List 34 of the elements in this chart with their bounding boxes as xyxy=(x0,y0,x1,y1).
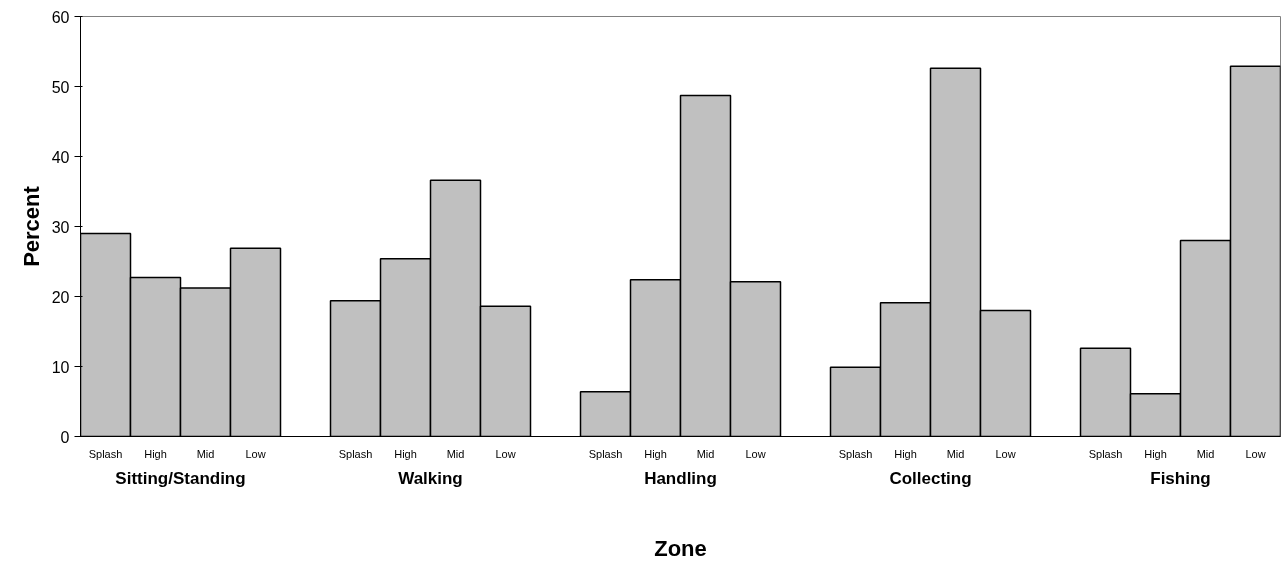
x-tick-label: Low xyxy=(245,447,266,460)
x-tick-label: Low xyxy=(495,447,516,460)
text: Fishing xyxy=(1150,468,1211,488)
x-tick-label: Mid xyxy=(696,447,715,460)
y-axis-title: Percent xyxy=(18,185,44,267)
x-tick-label: Low xyxy=(1245,447,1266,460)
x-tick-label: Splash xyxy=(88,447,123,460)
text: Walking xyxy=(398,468,463,488)
text: Handling xyxy=(644,468,717,488)
x-tick-label: Low xyxy=(745,447,766,460)
y-tick-label: 50 xyxy=(51,78,70,96)
x-tick-label: High xyxy=(394,447,417,460)
y-tick-label: 40 xyxy=(51,148,70,166)
x-tick-label: Mid xyxy=(946,447,965,460)
x-tick-label: Splash xyxy=(838,447,873,460)
y-tick-label: 0 xyxy=(60,428,70,446)
x-tick-label: High xyxy=(644,447,667,460)
x-tick-label: Splash xyxy=(338,447,373,460)
x-tick-label: Mid xyxy=(196,447,215,460)
text: Sitting/Standing xyxy=(115,468,246,488)
x-tick-label: Mid xyxy=(446,447,465,460)
y-tick-label: 20 xyxy=(51,288,70,306)
y-tick-label: 60 xyxy=(51,8,70,26)
x-tick-label: Splash xyxy=(588,447,623,460)
y-tick-label: 10 xyxy=(51,358,70,376)
x-tick-label: High xyxy=(1144,447,1167,460)
x-tick-label: Splash xyxy=(1088,447,1123,460)
x-axis-title: Zone xyxy=(654,535,707,561)
x-tick-label: High xyxy=(144,447,167,460)
x-tick-label: Mid xyxy=(1196,447,1215,460)
text: Collecting xyxy=(889,468,972,488)
x-tick-label: High xyxy=(894,447,917,460)
y-tick-label: 30 xyxy=(51,218,70,236)
x-tick-label: Low xyxy=(995,447,1016,460)
